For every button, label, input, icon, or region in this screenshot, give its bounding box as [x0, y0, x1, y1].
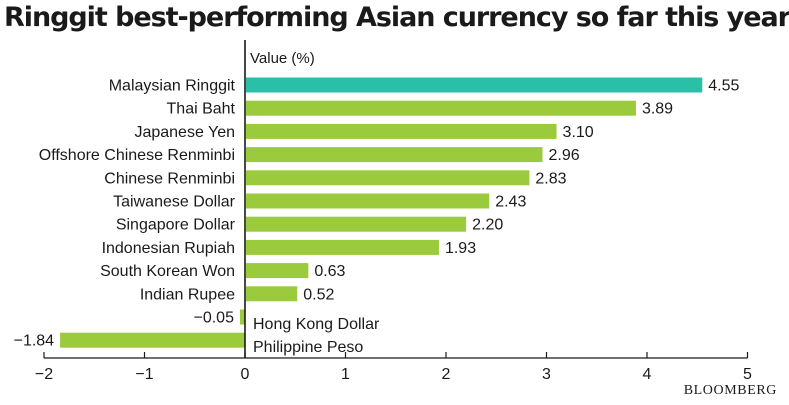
value-label: 2.96: [548, 147, 579, 164]
labels-layer: Malaysian Ringgit 4.55 Thai Baht 3.89 Japane…: [14, 78, 740, 357]
x-tick-label: 3: [542, 366, 551, 383]
value-label: −0.05: [193, 310, 234, 327]
category-label: Malaysian Ringgit: [109, 78, 236, 95]
source-credit: BLOOMBERG: [683, 383, 777, 398]
x-axis-title: Value (%): [250, 50, 315, 67]
value-label: 0.63: [314, 263, 345, 280]
x-tick-label: 5: [743, 366, 752, 383]
category-label: Philippine Peso: [253, 339, 363, 356]
x-tick-label: 0: [241, 366, 250, 383]
x-tick-label: −1: [135, 366, 153, 383]
category-label: Indonesian Rupiah: [102, 240, 235, 257]
category-label: Taiwanese Dollar: [113, 194, 236, 211]
value-label: −1.84: [14, 333, 55, 350]
value-label: 3.89: [642, 101, 673, 118]
category-label: Hong Kong Dollar: [253, 316, 380, 333]
bar: [246, 123, 557, 139]
bar: [246, 286, 298, 302]
x-tick-label: 4: [643, 366, 652, 383]
value-label: 0.52: [303, 286, 334, 303]
value-label: 3.10: [563, 124, 594, 141]
value-label: 2.83: [535, 170, 566, 187]
category-label: Thai Baht: [167, 101, 236, 118]
x-tick-label: 2: [442, 366, 451, 383]
axis-layer: −2 −1 0 1 2 3 4 5: [35, 40, 752, 383]
bars-layer: [60, 77, 703, 348]
bar: [239, 309, 245, 325]
category-label: Singapore Dollar: [116, 217, 236, 234]
bar: [246, 147, 543, 163]
category-label: Offshore Chinese Renminbi: [39, 147, 235, 164]
bar: [246, 239, 439, 255]
value-label: 1.93: [445, 240, 476, 257]
category-label: Japanese Yen: [134, 124, 235, 141]
value-label: 2.20: [472, 217, 503, 234]
value-label: 2.43: [495, 194, 526, 211]
chart-title: Ringgit best-performing Asian currency s…: [4, 2, 789, 33]
bar: [246, 170, 530, 186]
bar: [246, 216, 467, 232]
bar: [246, 77, 703, 93]
bar: [60, 332, 245, 348]
x-tick-label: 1: [341, 366, 350, 383]
bar: [246, 193, 490, 209]
category-label: Indian Rupee: [140, 286, 235, 303]
category-label: Chinese Renminbi: [104, 170, 235, 187]
bar: [246, 100, 636, 116]
x-tick-label: −2: [35, 366, 53, 383]
value-label: 4.55: [708, 78, 739, 95]
bar: [246, 263, 309, 279]
category-label: South Korean Won: [100, 263, 235, 280]
